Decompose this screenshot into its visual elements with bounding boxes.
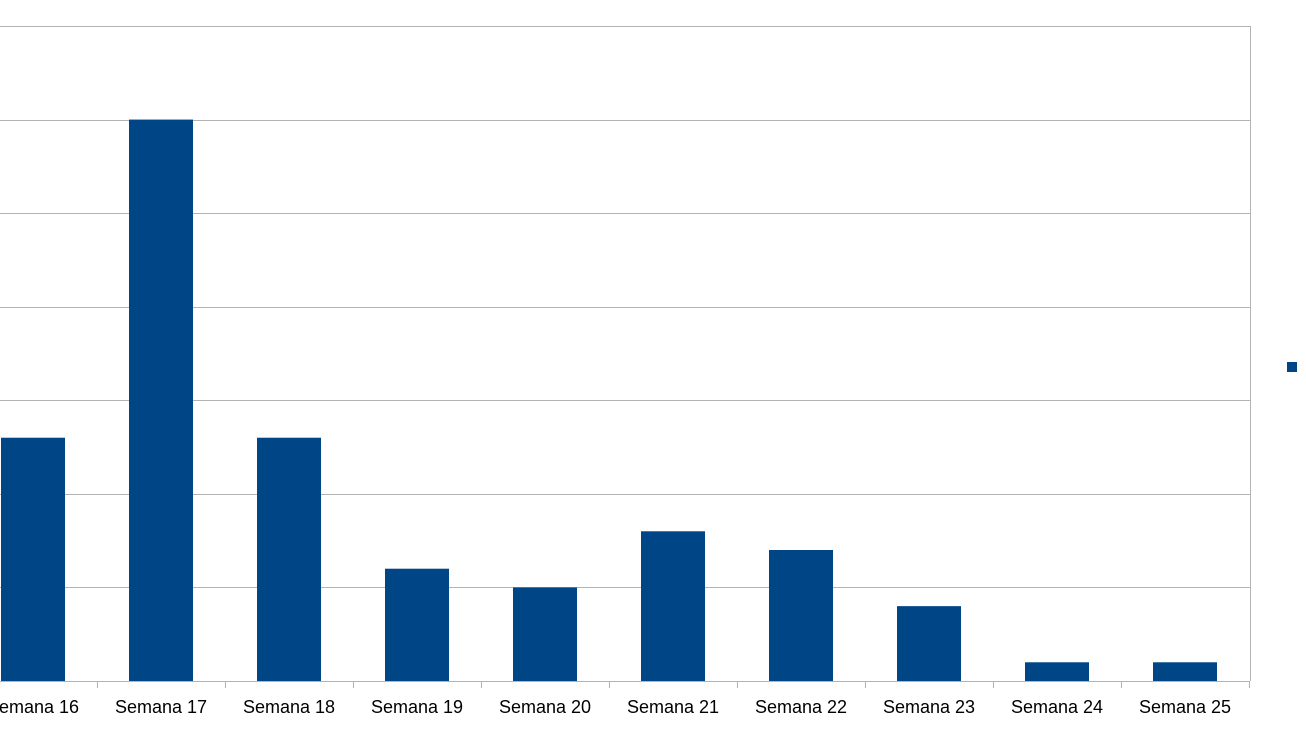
bar [385, 568, 449, 681]
bar [897, 606, 961, 681]
bar [129, 119, 193, 682]
bar [257, 437, 321, 681]
bar [1153, 662, 1217, 681]
legend-swatch [1287, 362, 1297, 372]
x-tick-label: Semana 23 [883, 697, 975, 717]
x-tick-label: Semana 25 [1139, 697, 1231, 717]
bar [641, 531, 705, 681]
x-tick-label: Semana 21 [627, 697, 719, 717]
x-tick-label: Semana 22 [755, 697, 847, 717]
x-tick-label: Semana 24 [1011, 697, 1103, 717]
x-tick-label: Semana 18 [243, 697, 335, 717]
x-tick-label: Semana 17 [115, 697, 207, 717]
bar [1025, 662, 1089, 681]
x-axis: Semana 16 Semana 17 Semana 18 Semana 19 Sema… [0, 681, 1250, 717]
legend [1287, 362, 1297, 372]
bar [513, 587, 577, 681]
bar [769, 550, 833, 681]
bars [1, 119, 1217, 682]
bar [1, 437, 65, 681]
x-tick-label: Semana 16 [0, 697, 79, 717]
x-tick-label: Semana 19 [371, 697, 463, 717]
x-tick-label: Semana 20 [499, 697, 591, 717]
